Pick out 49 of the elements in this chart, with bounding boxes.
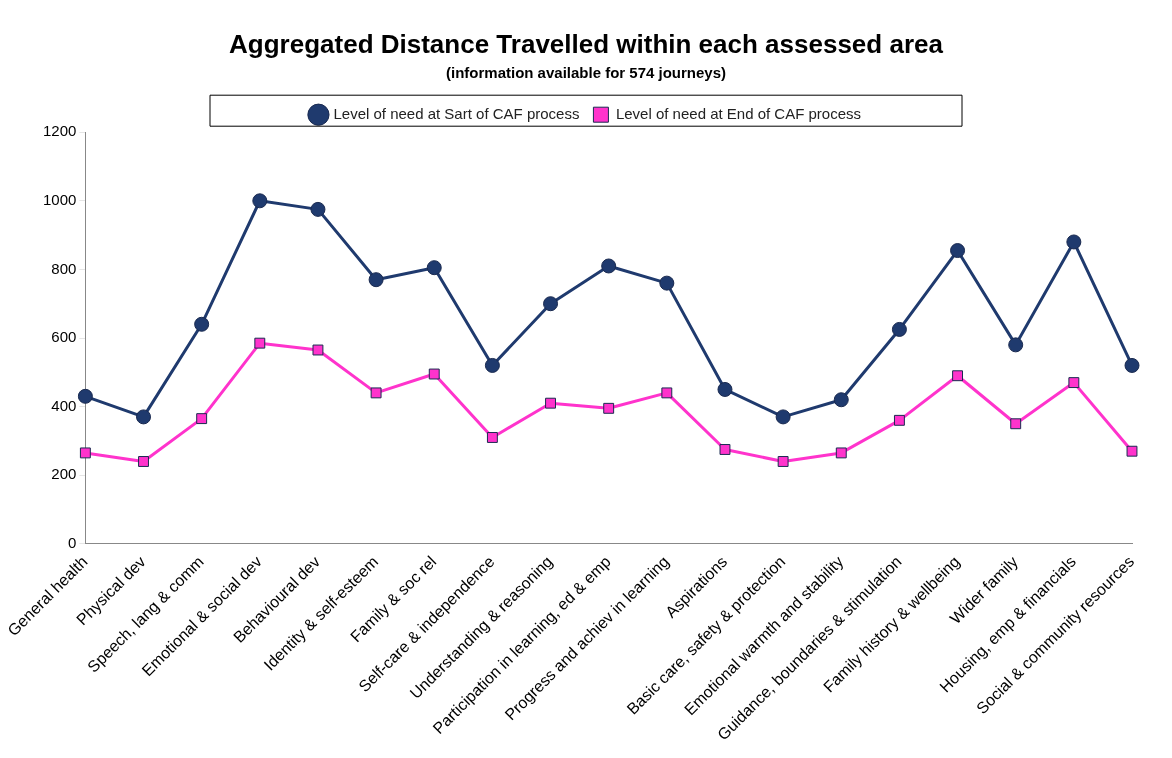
point [952,370,964,382]
point [1010,418,1022,430]
legend-label: Level of need at Sart of CAF process [333,104,580,122]
chart-subtitle: (information available for 574 journeys) [445,64,727,82]
point [1068,377,1080,389]
point [603,402,615,414]
y-tick-label: 800 [51,259,77,277]
point [601,258,617,274]
point [77,388,93,404]
point [428,368,440,380]
point [835,447,847,459]
y-tick-label: 0 [68,533,77,551]
point [310,201,326,217]
point [833,392,849,408]
point [426,260,442,276]
point [950,243,966,259]
point [79,447,91,459]
point [659,275,675,291]
y-tick-label: 400 [51,396,77,414]
point [661,387,673,399]
point [312,344,324,356]
point [194,316,210,332]
point [138,456,149,467]
point [1124,357,1140,373]
point [1066,234,1082,250]
point [1008,337,1024,353]
point [368,272,384,288]
point [545,397,556,409]
point [891,321,907,337]
point [893,414,905,426]
point [719,444,731,455]
chart-title: Aggregated Distance Travelled within each assessed area [229,28,944,59]
point [1126,445,1138,457]
point [775,409,791,425]
point [777,456,789,467]
legend-label: Level of need at End of CAF process [615,104,862,122]
point [484,357,500,373]
point [370,387,382,399]
y-tick-label: 1000 [42,190,77,208]
point [543,296,559,312]
y-tick-label: 200 [51,465,77,483]
point [717,381,733,397]
point [136,409,152,425]
y-tick-label: 1200 [42,122,77,140]
point [252,193,268,209]
point [486,432,498,443]
y-tick-label: 600 [51,328,77,346]
point [196,413,208,425]
point [254,337,266,349]
